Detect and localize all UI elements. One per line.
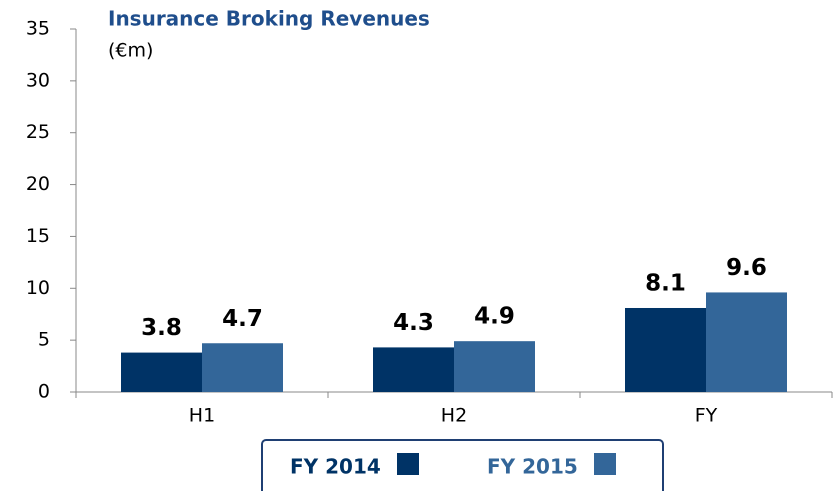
data-label: 9.6 xyxy=(726,255,767,281)
x-tick-label: FY xyxy=(695,405,718,427)
bar xyxy=(121,352,202,392)
data-label: 4.9 xyxy=(474,304,515,330)
x-tick-label: H2 xyxy=(441,405,467,427)
data-label: 8.1 xyxy=(645,270,686,296)
legend-swatch xyxy=(397,453,419,475)
bar xyxy=(706,292,787,392)
legend-swatch xyxy=(594,453,616,475)
bar xyxy=(454,341,535,392)
y-tick-label: 20 xyxy=(26,173,50,195)
chart-subtitle: (€m) xyxy=(108,40,153,62)
x-tick-label: H1 xyxy=(189,405,215,427)
bar xyxy=(202,343,283,392)
bar xyxy=(625,307,706,392)
y-tick-label: 10 xyxy=(26,277,50,299)
legend-box xyxy=(261,439,664,491)
y-tick-label: 15 xyxy=(26,225,50,247)
chart-title: Insurance Broking Revenues xyxy=(108,7,430,31)
data-label: 4.3 xyxy=(393,310,434,336)
y-tick-label: 35 xyxy=(26,18,50,40)
y-tick-label: 0 xyxy=(38,381,50,403)
y-tick-label: 5 xyxy=(38,329,50,351)
bar xyxy=(373,347,454,392)
legend-label: FY 2015 xyxy=(487,455,578,479)
legend-label: FY 2014 xyxy=(290,455,381,479)
data-label: 3.8 xyxy=(141,315,182,341)
y-tick-label: 25 xyxy=(26,121,50,143)
y-tick-label: 30 xyxy=(26,69,50,91)
data-label: 4.7 xyxy=(222,306,263,332)
